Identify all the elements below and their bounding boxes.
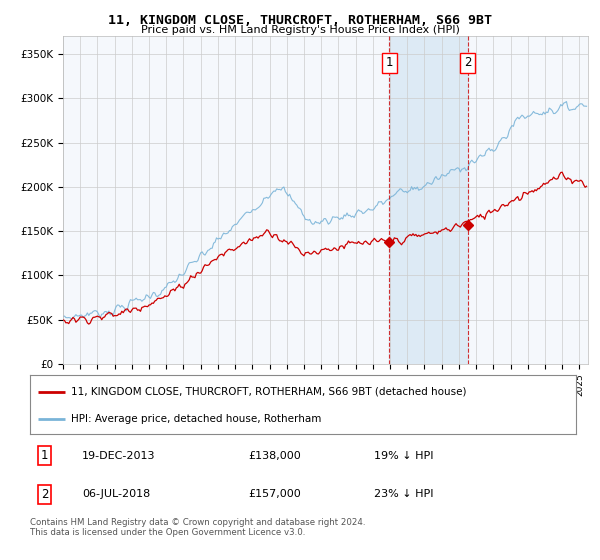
Text: Price paid vs. HM Land Registry's House Price Index (HPI): Price paid vs. HM Land Registry's House … [140, 25, 460, 35]
Text: £138,000: £138,000 [248, 451, 301, 461]
Text: 1: 1 [386, 57, 393, 69]
Text: 19-DEC-2013: 19-DEC-2013 [82, 451, 155, 461]
Text: Contains HM Land Registry data © Crown copyright and database right 2024.
This d: Contains HM Land Registry data © Crown c… [30, 518, 365, 538]
Text: 11, KINGDOM CLOSE, THURCROFT, ROTHERHAM, S66 9BT: 11, KINGDOM CLOSE, THURCROFT, ROTHERHAM,… [108, 14, 492, 27]
Text: 2: 2 [464, 57, 471, 69]
Text: 1: 1 [41, 449, 49, 462]
Text: 11, KINGDOM CLOSE, THURCROFT, ROTHERHAM, S66 9BT (detached house): 11, KINGDOM CLOSE, THURCROFT, ROTHERHAM,… [71, 386, 466, 396]
Text: 19% ↓ HPI: 19% ↓ HPI [374, 451, 433, 461]
Text: HPI: Average price, detached house, Rotherham: HPI: Average price, detached house, Roth… [71, 414, 322, 424]
Text: 2: 2 [41, 488, 49, 501]
Text: 23% ↓ HPI: 23% ↓ HPI [374, 489, 433, 499]
Text: 06-JUL-2018: 06-JUL-2018 [82, 489, 150, 499]
Text: £157,000: £157,000 [248, 489, 301, 499]
Bar [389, 36, 467, 364]
